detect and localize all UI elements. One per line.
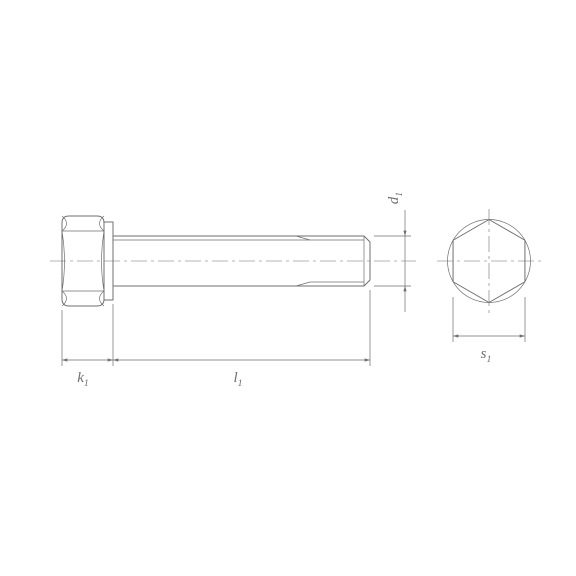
side-view (50, 216, 416, 306)
dim-l1-label: l1 (233, 370, 242, 389)
technical-drawing: k1 l1 d1 s1 (0, 0, 576, 576)
dim-d1-label: d1 (386, 192, 405, 204)
dimensions: k1 l1 d1 s1 (62, 192, 525, 389)
dim-s1-label: s1 (481, 346, 492, 365)
dim-k1-label: k1 (77, 370, 89, 389)
end-view (437, 209, 541, 313)
